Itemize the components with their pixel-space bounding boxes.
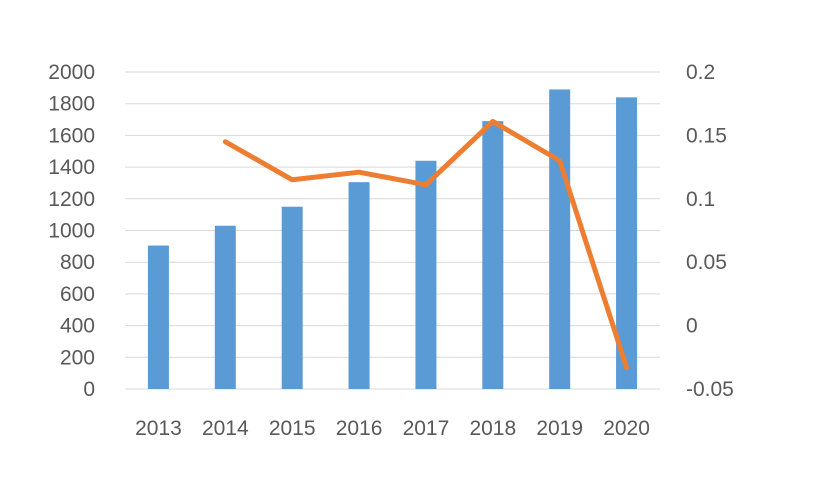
y2-tick-label: 0.1 [686, 188, 715, 211]
x-tick-label: 2015 [269, 417, 316, 440]
y2-tick-label: 0.15 [686, 124, 727, 147]
bar [616, 97, 638, 390]
y-tick-label: 1800 [48, 93, 95, 116]
gridlines [125, 71, 660, 390]
y2-tick-label: 0.2 [686, 61, 715, 84]
y-tick-label: 1000 [48, 220, 95, 243]
bar [482, 121, 504, 389]
bar [549, 89, 571, 389]
y-tick-label: 400 [60, 315, 95, 338]
x-tick-label: 2013 [135, 417, 182, 440]
bar [214, 225, 236, 389]
y-tick-label: 1400 [48, 156, 95, 179]
x-tick-label: 2020 [603, 417, 650, 440]
y2-tick-label: 0.05 [686, 251, 727, 274]
y2-tick-label: 0 [686, 315, 698, 338]
y-tick-label: 600 [60, 283, 95, 306]
bar-series [147, 89, 638, 390]
line-series [222, 118, 630, 370]
bar [281, 206, 303, 389]
y-tick-label: 800 [60, 251, 95, 274]
y-axis-left: 0 200 400 600 800 1000 1200 1400 1600 1800 2000 [48, 61, 95, 401]
x-tick-label: 2018 [469, 417, 516, 440]
x-tick-label: 2019 [536, 417, 583, 440]
bar [147, 245, 169, 389]
x-tick-label: 2016 [336, 417, 383, 440]
y-axis-right: -0.05 0 0.05 0.1 0.15 0.2 [686, 61, 734, 401]
x-tick-label: 2014 [202, 417, 249, 440]
y-tick-label: 200 [60, 346, 95, 369]
y-tick-label: 1600 [48, 124, 95, 147]
bar [348, 182, 370, 389]
y2-tick-label: -0.05 [686, 378, 734, 401]
y-tick-label: 1200 [48, 188, 95, 211]
x-tick-label: 2017 [403, 417, 450, 440]
y-tick-label: 2000 [48, 61, 95, 84]
y-tick-label: 0 [83, 378, 95, 401]
x-axis: 2013 2014 2015 2016 2017 2018 2019 2020 [135, 417, 650, 440]
bar [415, 160, 437, 389]
